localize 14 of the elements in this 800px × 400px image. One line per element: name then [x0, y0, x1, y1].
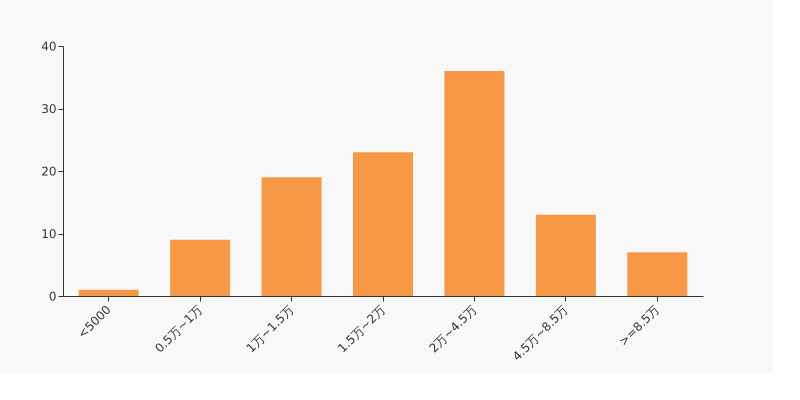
bar	[170, 240, 230, 296]
bar	[627, 252, 688, 296]
bar	[536, 214, 596, 296]
y-tick-label: 0	[48, 290, 56, 304]
y-tick-label: 20	[41, 164, 56, 178]
y-tick-label: 40	[41, 40, 56, 54]
x-tick-label: 1.5万~2万	[335, 302, 388, 356]
bar	[78, 290, 139, 296]
bar	[262, 177, 322, 296]
y-tick-label: 30	[41, 102, 56, 116]
x-tick-label: 0.5万~1万	[152, 302, 206, 356]
bar	[444, 71, 504, 296]
y-tick-label: 10	[41, 227, 56, 241]
bar	[353, 152, 413, 296]
